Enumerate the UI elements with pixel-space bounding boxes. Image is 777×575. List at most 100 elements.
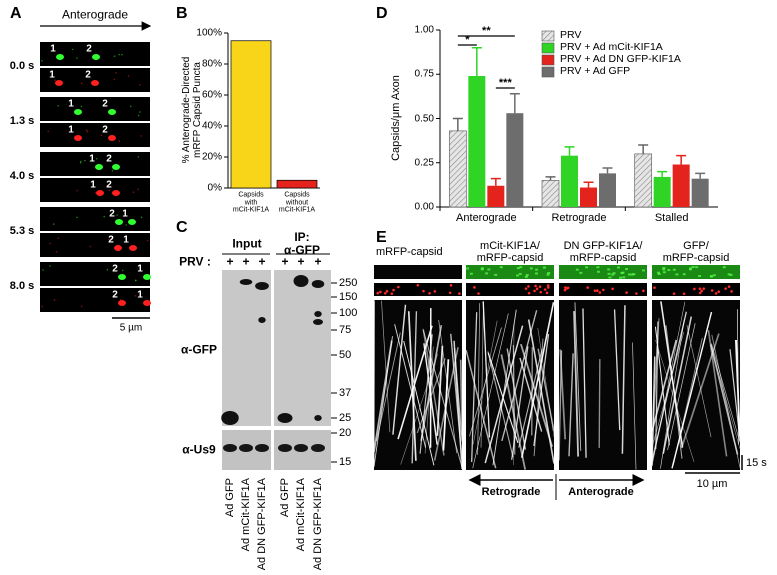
red-speck: [390, 292, 394, 296]
lane-label: Ad GFP: [223, 478, 236, 518]
green-channel: [652, 265, 740, 279]
background-speck: [79, 160, 82, 163]
punctum-number: 1: [49, 69, 55, 81]
micrograph-strip: [40, 123, 150, 147]
kymograph-track: [651, 356, 656, 466]
green-speck: [466, 267, 470, 270]
kymograph-track: [660, 301, 684, 448]
green-speck: [596, 266, 600, 269]
marker-label: 150: [339, 290, 358, 303]
background-speck: [114, 295, 116, 297]
background-speck: [140, 135, 143, 137]
kymograph-track: [407, 311, 417, 461]
green-channel: [374, 265, 462, 279]
punctum-number: 2: [106, 153, 112, 165]
green-speck: [607, 272, 611, 275]
legend-label: PRV + Ad GFP: [560, 65, 631, 78]
red-speck: [379, 290, 382, 294]
micrograph-strip: [40, 152, 150, 176]
kymograph-track: [671, 311, 713, 469]
condition-label: mRFP-capsid: [376, 245, 443, 258]
green-channel: [466, 265, 554, 279]
background-speck: [84, 159, 86, 162]
capsid-punctum: [92, 54, 100, 60]
background-speck: [76, 216, 78, 219]
bar: [541, 180, 560, 208]
green-speck: [712, 274, 716, 277]
red-speck: [428, 291, 431, 295]
green-speck: [515, 274, 519, 277]
background-speck: [42, 269, 44, 271]
blot-band: [239, 444, 253, 452]
capsid-punctum: [112, 164, 120, 170]
kymograph-track: [537, 327, 555, 437]
punctum-number: 1: [89, 153, 95, 165]
panel-label: B: [176, 5, 188, 23]
red-speck: [702, 287, 706, 290]
time-label: 4.0 s: [9, 169, 35, 182]
red-speck: [385, 289, 389, 293]
blot-band: [277, 413, 293, 423]
background-speck: [79, 161, 82, 164]
y-tick-label: 0.50: [414, 113, 434, 124]
red-speck: [477, 292, 480, 295]
marker-label: 25: [339, 411, 352, 424]
y-tick-label: 0%: [207, 182, 222, 194]
legend-swatch: [541, 54, 555, 66]
green-speck: [485, 272, 489, 275]
kymograph-track: [453, 347, 463, 442]
bar: [448, 130, 467, 208]
blot-band: [311, 444, 325, 452]
error-bar: [695, 172, 706, 179]
kymograph-track: [707, 330, 728, 457]
bar: [599, 173, 616, 207]
direction-label: Retrograde: [481, 485, 541, 498]
red-speck: [527, 291, 531, 295]
micrograph-strip: [40, 207, 150, 231]
kymograph-track: [403, 340, 435, 466]
kymograph-track: [482, 301, 491, 438]
kymograph-track: [477, 303, 480, 455]
red-speck: [724, 287, 727, 290]
red-speck: [433, 290, 437, 293]
punctum-number: 2: [102, 124, 108, 136]
kymograph-track: [518, 348, 543, 448]
background-speck: [118, 140, 121, 142]
error-bar: [490, 177, 501, 186]
marker-label: 250: [339, 276, 358, 289]
red-speck: [700, 289, 703, 293]
kymograph-track: [422, 328, 463, 468]
green-speck: [656, 271, 660, 274]
green-speck: [628, 273, 632, 276]
background-speck: [80, 305, 83, 308]
green-speck: [662, 271, 666, 274]
background-speck: [121, 53, 123, 56]
panel-label: D: [376, 5, 388, 23]
green-speck: [667, 269, 671, 272]
red-speck: [533, 289, 536, 293]
error-bar: [452, 117, 463, 131]
time-label: 1.3 s: [9, 114, 35, 127]
green-speck: [487, 268, 491, 271]
red-speck: [595, 289, 599, 292]
kymograph-track: [613, 309, 621, 431]
red-speck: [392, 288, 395, 292]
blot-band: [221, 411, 239, 425]
marker-label: 20: [339, 426, 352, 439]
background-speck: [76, 189, 79, 192]
lane-label: Ad DN GFP-KIF1A: [311, 478, 324, 571]
green-speck: [729, 273, 733, 276]
green-speck: [480, 268, 484, 271]
red-speck: [698, 291, 702, 295]
legend-swatch: [541, 42, 555, 54]
red-speck: [714, 292, 718, 295]
red-speck: [598, 291, 602, 294]
y-tick-label: 60%: [201, 89, 222, 101]
kymograph-track: [651, 301, 686, 467]
marker-label: 100: [339, 306, 358, 319]
green-speck: [546, 273, 550, 276]
panel-label: A: [10, 5, 22, 23]
green-speck: [585, 266, 589, 269]
